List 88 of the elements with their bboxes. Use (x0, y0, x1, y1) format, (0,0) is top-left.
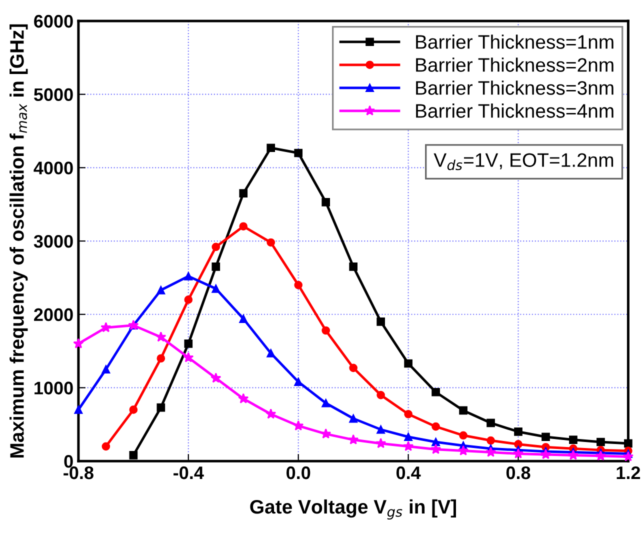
point (376, 438, 386, 448)
legend-label: Barrier Thickness=2nm (416, 58, 614, 72)
point (102, 442, 110, 451)
point (512, 448, 524, 458)
point (238, 393, 249, 404)
point (595, 450, 606, 461)
point (376, 318, 385, 326)
point (514, 428, 522, 436)
x-tick-label: -0.4 (174, 466, 204, 480)
point (568, 450, 579, 460)
point (485, 446, 496, 457)
point (322, 198, 330, 206)
point (322, 326, 330, 335)
y-tick-label: 2000 (34, 308, 73, 322)
point (294, 280, 303, 290)
x-tick-label: 0.8 (506, 466, 530, 480)
point (184, 272, 193, 280)
point (294, 378, 303, 386)
point (624, 439, 632, 448)
point (404, 432, 412, 442)
point (622, 451, 634, 462)
point (293, 420, 304, 430)
point (596, 438, 605, 446)
point (156, 332, 166, 342)
x-axis-title: Gate Voltage V$_{gs}$ in [V] (250, 499, 456, 520)
point (102, 365, 110, 374)
point (459, 406, 468, 415)
point (129, 406, 138, 414)
point (376, 390, 385, 400)
point (266, 238, 276, 247)
point (432, 422, 440, 431)
point (486, 436, 495, 445)
point (156, 354, 166, 363)
legend-label: Barrier Thickness=1nm (416, 34, 614, 49)
point (183, 352, 194, 362)
point (266, 408, 276, 419)
point (322, 398, 330, 408)
x-tick-label: 0.0 (286, 466, 310, 480)
point (486, 418, 495, 428)
point (156, 286, 166, 294)
point (212, 284, 220, 293)
y-tick-label: 6000 (34, 14, 73, 28)
point (376, 425, 385, 434)
y-tick-label: 5000 (34, 88, 73, 102)
legend-label: Barrier Thickness=3nm (416, 80, 614, 95)
point (266, 144, 276, 152)
y-tick-label: 1000 (34, 382, 73, 394)
point (184, 296, 193, 304)
y-tick-label: 4000 (34, 162, 73, 174)
y-tick-label: 3000 (34, 234, 73, 248)
point (348, 434, 359, 444)
y-tick-label: 0 (64, 455, 73, 468)
point (100, 322, 112, 332)
point (349, 414, 358, 423)
point (349, 364, 358, 372)
x-tick-label: -0.8 (64, 466, 94, 480)
point (156, 403, 166, 412)
point (73, 338, 84, 348)
y-axis-title: Maximum frequency of oscillation f$_{max}$ in [GHz] (10, 24, 28, 458)
point (212, 242, 220, 252)
legend-label: Barrier Thickness=4nm (416, 104, 614, 118)
point (349, 262, 358, 271)
point (184, 340, 193, 348)
point (320, 428, 332, 439)
point (74, 406, 83, 414)
point (430, 444, 442, 454)
annotation: V$_{ds}$=1V, EOT=1.2nm (434, 153, 614, 170)
point (569, 436, 578, 444)
point (432, 388, 440, 396)
point (514, 440, 522, 448)
point (212, 262, 220, 271)
point (402, 440, 414, 452)
point (458, 445, 469, 456)
point (129, 451, 138, 460)
point (432, 438, 440, 446)
point (266, 349, 276, 358)
point (459, 431, 468, 440)
point (404, 410, 412, 418)
point (239, 222, 248, 231)
point (239, 189, 248, 198)
x-tick-label: 1.2 (616, 466, 640, 480)
point (540, 448, 552, 460)
point (542, 432, 550, 442)
x-tick-label: 0.4 (396, 466, 421, 480)
point (210, 372, 222, 383)
point (404, 359, 412, 368)
point (294, 148, 303, 158)
point (239, 314, 248, 323)
